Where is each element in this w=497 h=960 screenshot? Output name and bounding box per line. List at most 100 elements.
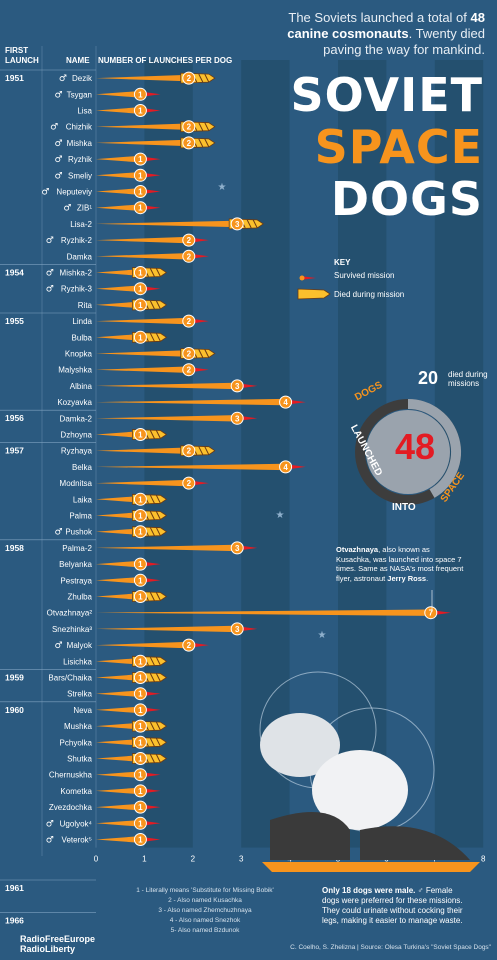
title-soviet: SOVIET — [290, 68, 483, 122]
launch-count-badge — [230, 541, 244, 555]
male-icon-inline: ♂ — [417, 886, 424, 895]
credit-line: C. Coelho, S. Zhelizna | Source: Olesa T… — [290, 944, 491, 951]
launch-count-badge — [133, 752, 147, 765]
died-marker-stripe — [155, 657, 161, 666]
annotation-name: Otvazhnaya — [336, 545, 379, 554]
died-marker-stripe — [155, 721, 161, 731]
died-marker-stripe — [155, 300, 161, 310]
male-icon: ♂ — [41, 188, 49, 198]
dog-name-label: Bulba — [72, 333, 93, 342]
died-marker-stripe — [198, 349, 204, 358]
launch-count-badge — [133, 573, 147, 587]
launch-bar — [96, 172, 139, 179]
column-stripe — [241, 60, 290, 848]
key-title: KEY — [334, 258, 351, 267]
launch-count-label: 2 — [187, 236, 192, 245]
launch-count-label: 3 — [235, 382, 240, 391]
dog-name-label: Zhulba — [68, 593, 93, 602]
launch-bar — [96, 479, 187, 487]
x-tick-label: 8 — [481, 855, 486, 864]
died-marker-stripe — [149, 268, 155, 277]
launch-count-label: 1 — [138, 285, 143, 294]
dog-name-label: Mushka — [64, 722, 93, 731]
launch-count-badge — [133, 557, 147, 571]
launch-bar — [96, 91, 139, 98]
launch-count-label: 1 — [138, 269, 143, 278]
died-marker-stripe — [198, 138, 204, 148]
x-tick-label: 3 — [239, 855, 244, 864]
launch-count-label: 1 — [138, 560, 143, 569]
dog-name-label: Pestraya — [60, 576, 92, 585]
launch-bar — [96, 463, 284, 471]
dog-name-label: Belyanka — [59, 560, 92, 569]
intro-highlight: 48 canine cosmonauts — [287, 10, 485, 41]
launch-count-badge — [182, 444, 196, 458]
dog-name-label: Modnitsa — [60, 479, 93, 488]
dog-name-label: Tsygan — [67, 90, 92, 99]
launch-count-badge — [133, 735, 147, 749]
died-marker-stripe — [204, 122, 210, 131]
launch-count-label: 1 — [138, 171, 143, 180]
dog-name-label: Laika — [73, 495, 93, 504]
launch-bar — [96, 722, 139, 730]
launch-count-label: 1 — [138, 803, 143, 812]
into-word: INTO — [392, 502, 416, 513]
launch-count-badge — [133, 201, 147, 215]
year-label: 1954 — [5, 267, 24, 277]
annotation-text2: . — [426, 573, 429, 583]
male-icon: ♂ — [55, 528, 63, 538]
launch-count-badge — [133, 330, 147, 344]
dog-pedestal — [262, 862, 480, 872]
male-icon: ♂ — [55, 90, 63, 100]
died-marker-stripe — [155, 495, 161, 504]
launch-count-badge — [133, 185, 147, 198]
key-died-swatch — [297, 288, 331, 300]
launch-bar — [96, 269, 139, 276]
died-marker-stripe — [155, 673, 161, 682]
rferl-logo: RadioFreeEurope RadioLiberty — [20, 934, 95, 954]
launch-bar — [96, 803, 139, 811]
launch-bar — [96, 139, 187, 147]
launch-count-label: 1 — [138, 528, 143, 537]
died-marker-stripe — [198, 73, 204, 83]
x-tick-label: 0 — [94, 855, 99, 864]
dog-name-label: Bars/Chaika — [48, 674, 92, 683]
launch-bar — [96, 771, 139, 778]
launch-count-badge — [182, 638, 196, 652]
dog-name-label: Linda — [72, 317, 92, 326]
launch-count-label: 4 — [283, 398, 288, 407]
launch-count-label: 1 — [138, 738, 143, 747]
year-label: 1958 — [5, 543, 24, 553]
launch-bar — [96, 415, 236, 422]
launch-count-badge — [230, 379, 244, 393]
launch-bar — [96, 836, 139, 843]
died-marker-stripe — [149, 592, 155, 601]
dog-name-label: Kozyavka — [57, 398, 92, 407]
launch-count-badge — [230, 411, 244, 425]
dog-suit — [360, 826, 470, 860]
male-icon: ♂ — [55, 155, 63, 165]
title-space: SPACE — [314, 120, 483, 174]
launch-count-label: 1 — [138, 155, 143, 164]
footnotes: 1 - Literally means 'Substitute for Miss… — [120, 886, 290, 936]
launch-count-badge — [133, 282, 147, 296]
died-marker-stripe — [198, 122, 204, 131]
male-icon: ♂ — [55, 139, 63, 149]
launch-count-badge — [182, 71, 196, 85]
launch-count-label: 2 — [187, 252, 192, 261]
launch-bar — [96, 512, 139, 519]
footnote-4: 4 - Also named Snezhok — [169, 917, 241, 924]
launch-bar — [96, 496, 139, 503]
died-marker-stripe — [155, 738, 161, 747]
male-icon: ♂ — [50, 123, 58, 133]
launch-count-label: 4 — [283, 463, 288, 472]
dog-name-label: Zvezdochka — [49, 803, 93, 812]
launch-count-badge — [133, 768, 147, 782]
col-header-name: NAME — [66, 56, 90, 65]
dog-name-label: Ryzhik-2 — [61, 236, 93, 245]
launch-bar — [96, 820, 139, 827]
launch-count-label: 1 — [138, 107, 143, 116]
launch-count-label: 2 — [187, 139, 192, 148]
otvazhnaya-annotation: Otvazhnaya, also known as Kusachka, was … — [336, 545, 466, 583]
star-icon: ★ — [276, 510, 285, 521]
